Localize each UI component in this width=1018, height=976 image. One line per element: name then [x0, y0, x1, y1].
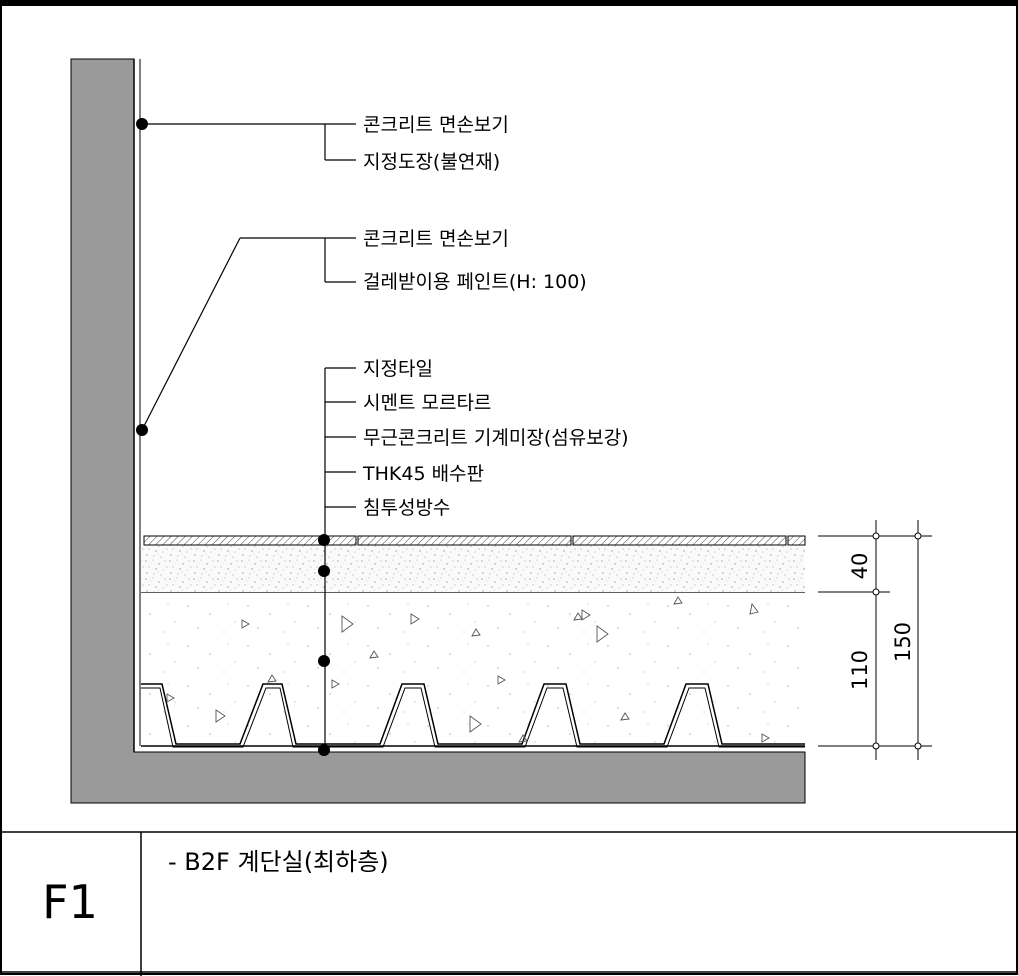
wall-leaders — [141, 123, 356, 431]
callout-wall-lower-1: 콘크리트 면손보기 — [363, 228, 509, 250]
callout-wall-upper-1: 콘크리트 면손보기 — [363, 114, 509, 136]
leader-dot — [318, 655, 330, 667]
leader-dot — [318, 744, 330, 756]
callout-floor-1: 지정타일 — [363, 358, 433, 380]
tile — [787, 535, 806, 546]
detail-title: - B2F 계단실(최하층) — [168, 848, 389, 876]
tile — [143, 535, 357, 546]
floor-leaders — [324, 367, 356, 750]
sheet-top-band — [0, 0, 1018, 6]
callout-wall-upper-2: 지정도장(불연재) — [363, 151, 500, 173]
dimension-ticks — [872, 532, 922, 750]
cement-mortar-layer — [141, 546, 805, 592]
callout-floor-2: 시멘트 모르타르 — [363, 392, 491, 414]
detail-code: F1 — [42, 875, 98, 929]
floor-tiles — [143, 535, 806, 546]
callout-floor-4: THK45 배수판 — [362, 463, 484, 485]
leader-dot — [318, 534, 330, 546]
dimension-150: 150 — [891, 622, 915, 662]
callout-wall-lower-2: 걸레받이용 페인트(H: 100) — [363, 271, 587, 293]
drainage-board-outer — [141, 683, 805, 745]
dimension-40: 40 — [848, 553, 872, 580]
drainage-board-inner — [141, 687, 805, 748]
drainage-board — [141, 683, 805, 748]
tile — [572, 535, 787, 546]
tile — [357, 535, 572, 546]
leader-dot — [136, 424, 148, 436]
unreinforced-concrete-layer — [141, 592, 805, 746]
aggregate-marks — [166, 596, 770, 743]
leader-dot — [136, 118, 148, 130]
callout-floor-5: 침투성방수 — [363, 497, 450, 519]
callout-floor-3: 무근콘크리트 기계미장(섬유보강) — [363, 427, 629, 449]
leader-dot — [318, 565, 330, 577]
dimension-110: 110 — [848, 650, 872, 690]
